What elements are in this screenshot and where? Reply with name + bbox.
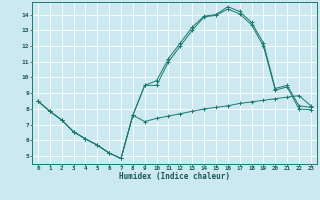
X-axis label: Humidex (Indice chaleur): Humidex (Indice chaleur) [119,172,230,181]
